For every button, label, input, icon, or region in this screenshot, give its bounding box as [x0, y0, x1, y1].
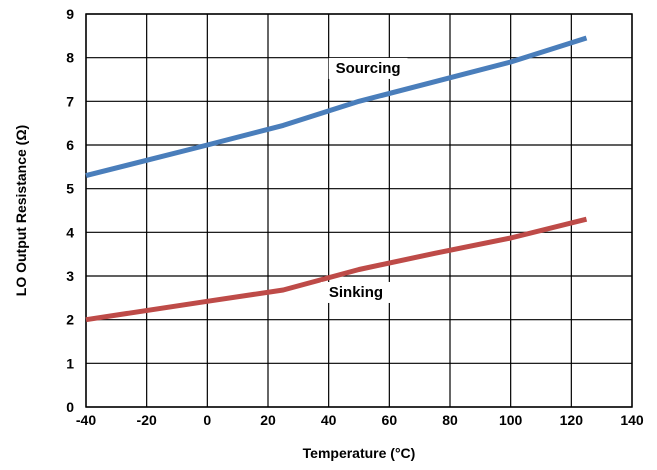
y-tick-labels: 0 1 2 3 4 5 6 7 8 9 — [66, 6, 74, 415]
x-tick-label: 0 — [203, 412, 211, 428]
x-tick-label: -40 — [76, 412, 96, 428]
y-axis-title: LO Output Resistance (Ω) — [13, 125, 29, 296]
plot-frame — [85, 13, 633, 408]
y-tick-label: 3 — [66, 268, 74, 284]
y-tick-label: 7 — [66, 93, 74, 109]
annotations: Sourcing Sinking — [320, 57, 408, 303]
series-label-sourcing: Sourcing — [336, 60, 401, 77]
y-tick-label: 4 — [66, 224, 74, 240]
x-axis-title: Temperature (°C) — [303, 445, 416, 461]
annotation-background — [320, 281, 392, 303]
x-tick-labels: -40 -20 0 20 40 60 80 100 120 140 — [76, 412, 644, 428]
y-tick-label: 9 — [66, 6, 74, 22]
series-label-sinking: Sinking — [329, 284, 383, 301]
x-tick-label: 40 — [321, 412, 337, 428]
y-tick-label: 6 — [66, 137, 74, 153]
x-tick-label: 60 — [382, 412, 398, 428]
series-line-sourcing — [85, 35, 588, 179]
y-tick-label: 5 — [66, 181, 74, 197]
y-tick-label: 1 — [66, 355, 74, 371]
x-tick-label: 140 — [620, 412, 644, 428]
y-tick-label: 2 — [66, 312, 74, 328]
x-tick-label: -20 — [137, 412, 157, 428]
x-tick-label: 20 — [260, 412, 276, 428]
y-tick-label: 8 — [66, 50, 74, 66]
x-tick-label: 100 — [499, 412, 523, 428]
y-tick-label: 0 — [66, 399, 74, 415]
x-tick-label: 120 — [560, 412, 584, 428]
x-tick-label: 80 — [442, 412, 458, 428]
series-layer — [85, 35, 588, 323]
series-line-sinking — [85, 216, 588, 323]
annotation-background — [328, 57, 408, 79]
